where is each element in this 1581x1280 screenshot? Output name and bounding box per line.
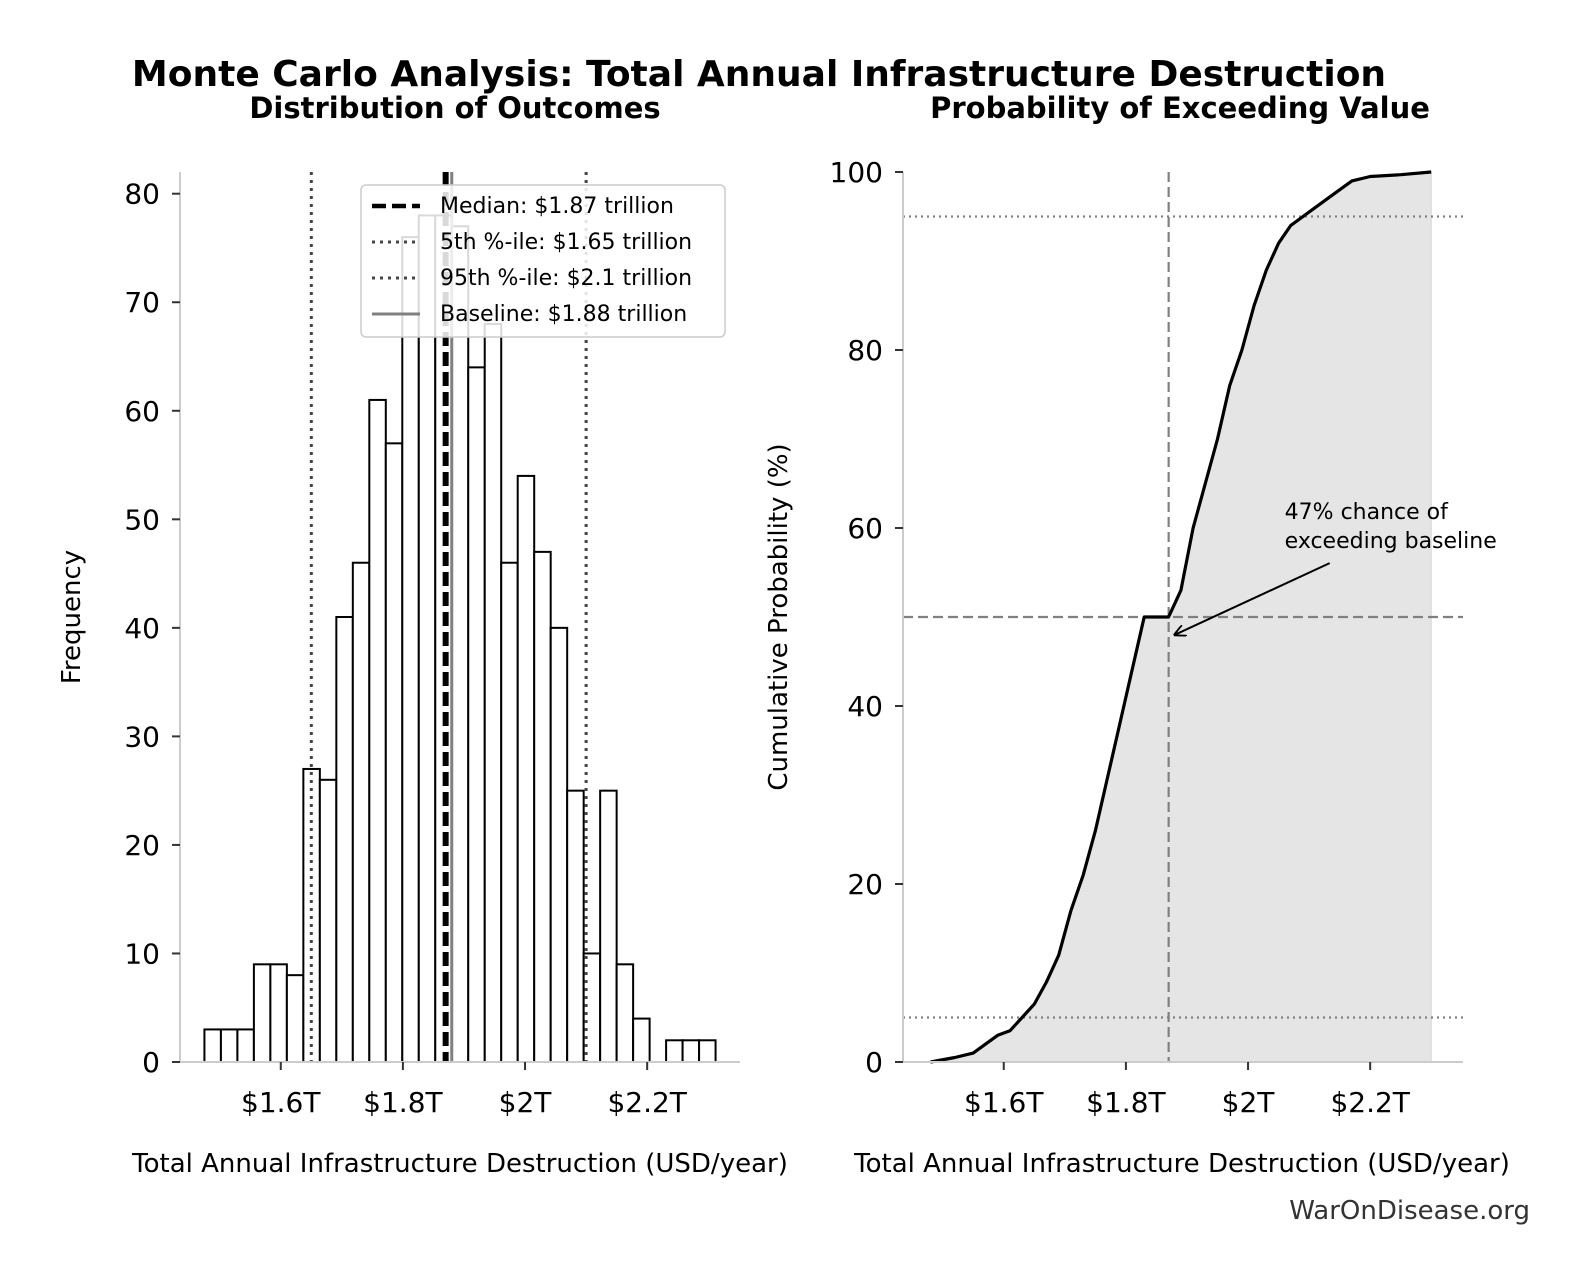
histogram-bar	[599, 789, 618, 1063]
cdf-y-tick-label: 60	[847, 512, 883, 545]
watermark: WarOnDisease.org	[1289, 1196, 1530, 1226]
annotation-arrow	[1175, 562, 1331, 635]
histogram-bar	[516, 474, 536, 1063]
cdf-y-tick-label: 0	[865, 1046, 883, 1079]
histogram-bar	[351, 561, 371, 1063]
annotation-text-line-2: exceeding baseline	[1285, 529, 1497, 554]
histogram-bar	[252, 963, 272, 1064]
histogram-panel: Distribution of Outcomes 0 10 20 30 40 50 60 70…	[57, 91, 788, 1179]
legend-label-median: Median: $1.87 trillion	[440, 194, 674, 219]
histogram-y-axis-label: Frequency	[57, 550, 87, 684]
histogram-bar	[219, 1028, 239, 1063]
cdf-x-tick-label: $2T	[1222, 1086, 1276, 1119]
histogram-bars	[203, 214, 717, 1064]
legend-label-p95: 95th %-ile: $2.1 trillion	[440, 266, 692, 291]
histogram-y-tick-label: 80	[124, 178, 160, 211]
histogram-x-tick-label: $1.8T	[363, 1086, 443, 1119]
annotation-text-line-1: 47% chance of	[1285, 500, 1449, 525]
histogram-bar	[500, 561, 519, 1063]
histogram-y-tick-label: 60	[124, 395, 160, 428]
histogram-bar	[566, 789, 585, 1063]
histogram-bar	[533, 550, 552, 1063]
histogram-y-tick-label: 50	[124, 503, 160, 536]
histogram-y-tick-label: 40	[124, 612, 160, 645]
cdf-panel: Probability of Exceeding Value 0 20 40 60 80…	[764, 91, 1510, 1179]
legend-label-p5: 5th %-ile: $1.65 trillion	[440, 230, 692, 255]
histogram-bar	[368, 398, 387, 1063]
figure-title: Monte Carlo Analysis: Total Annual Infra…	[132, 54, 1386, 95]
histogram-x-tick-label: $2T	[499, 1086, 553, 1119]
histogram-bar	[236, 1028, 255, 1063]
histogram-bar	[384, 442, 404, 1063]
histogram-x-tick-label: $1.6T	[241, 1086, 321, 1119]
cdf-line	[930, 170, 1432, 1064]
histogram-bar	[285, 974, 305, 1063]
histogram-legend: Median: $1.87 trillion 5th %-ile: $1.65 …	[360, 184, 726, 338]
histogram-bar	[401, 236, 420, 1063]
legend-label-baseline: Baseline: $1.88 trillion	[440, 302, 687, 327]
histogram-y-tick-label: 0	[142, 1046, 160, 1079]
cdf-title: Probability of Exceeding Value	[930, 91, 1430, 125]
histogram-bar	[467, 366, 486, 1063]
histogram-y-tick-label: 70	[124, 286, 160, 319]
cdf-x-tick-label: $1.8T	[1086, 1086, 1166, 1119]
cdf-x-tick-label: $2.2T	[1330, 1086, 1410, 1119]
histogram-y-tick-label: 10	[124, 937, 160, 970]
histogram-bar	[665, 1039, 684, 1064]
histogram-bar	[269, 963, 288, 1064]
histogram-y-ticks: 0 10 20 30 40 50 60 70 80	[124, 178, 180, 1079]
cdf-x-axis-label: Total Annual Infrastructure Destruction …	[853, 1149, 1510, 1179]
cdf-x-tick-label: $1.6T	[964, 1086, 1044, 1119]
cdf-y-tick-label: 80	[847, 334, 883, 367]
cdf-y-tick-label: 20	[847, 868, 883, 901]
histogram-bar	[450, 225, 470, 1063]
histogram-y-tick-label: 20	[124, 829, 160, 862]
histogram-bar	[698, 1039, 717, 1064]
histogram-bar	[483, 322, 503, 1063]
histogram-bar	[417, 214, 437, 1064]
histogram-x-ticks: $1.6T $1.8T $2T $2.2T	[241, 1062, 688, 1119]
histogram-bar	[335, 616, 354, 1063]
cdf-y-tick-label: 100	[830, 156, 883, 189]
histogram-x-tick-label: $2.2T	[607, 1086, 687, 1119]
histogram-bar	[632, 1017, 651, 1064]
histogram-bar	[549, 626, 569, 1063]
cdf-x-ticks: $1.6T $1.8T $2T $2.2T	[964, 1062, 1411, 1119]
baseline-annotation: 47% chance of exceeding baseline	[1175, 500, 1497, 635]
cdf-y-ticks: 0 20 40 60 80 100	[830, 156, 903, 1079]
histogram-bar	[615, 963, 635, 1064]
cdf-y-axis-label: Cumulative Probability (%)	[764, 443, 794, 790]
histogram-title: Distribution of Outcomes	[249, 91, 660, 125]
histogram-bar	[203, 1028, 222, 1063]
histogram-x-axis-label: Total Annual Infrastructure Destruction …	[131, 1149, 788, 1179]
cdf-y-tick-label: 40	[847, 690, 883, 723]
histogram-bar	[681, 1039, 701, 1064]
legend-frame	[360, 184, 726, 338]
histogram-y-tick-label: 30	[124, 720, 160, 753]
histogram-bar	[318, 778, 338, 1063]
